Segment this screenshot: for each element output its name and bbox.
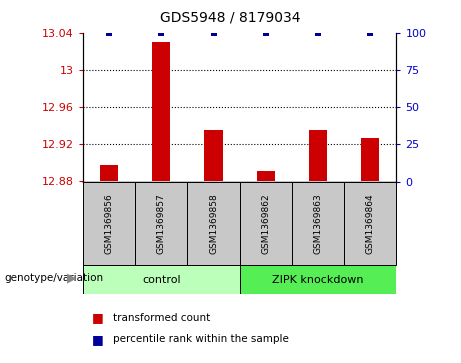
Text: percentile rank within the sample: percentile rank within the sample [113, 334, 289, 344]
Text: genotype/variation: genotype/variation [5, 273, 104, 283]
Text: ZIPK knockdown: ZIPK knockdown [272, 274, 364, 285]
Bar [361, 138, 379, 182]
Bar [100, 165, 118, 182]
Point [262, 30, 270, 36]
Text: GSM1369862: GSM1369862 [261, 193, 270, 254]
Text: GSM1369858: GSM1369858 [209, 193, 218, 254]
Bar [240, 265, 396, 294]
Text: GSM1369863: GSM1369863 [313, 193, 323, 254]
Text: GSM1369864: GSM1369864 [366, 193, 375, 254]
Text: GSM1369857: GSM1369857 [157, 193, 166, 254]
Bar [188, 182, 240, 265]
Text: GDS5948 / 8179034: GDS5948 / 8179034 [160, 11, 301, 25]
Bar [292, 182, 344, 265]
Text: ▶: ▶ [67, 271, 76, 284]
Bar [309, 130, 327, 182]
Bar [83, 182, 135, 265]
Text: transformed count: transformed count [113, 313, 210, 323]
Point [314, 30, 322, 36]
Point [210, 30, 217, 36]
Point [158, 30, 165, 36]
Text: ■: ■ [92, 333, 104, 346]
Bar [135, 182, 188, 265]
Bar [344, 182, 396, 265]
Bar [257, 171, 275, 182]
Bar [204, 130, 223, 182]
Bar [83, 265, 240, 294]
Text: control: control [142, 274, 181, 285]
Bar [240, 182, 292, 265]
Text: GSM1369856: GSM1369856 [105, 193, 113, 254]
Text: ■: ■ [92, 311, 104, 324]
Point [106, 30, 113, 36]
Bar [152, 42, 171, 182]
Point [366, 30, 374, 36]
